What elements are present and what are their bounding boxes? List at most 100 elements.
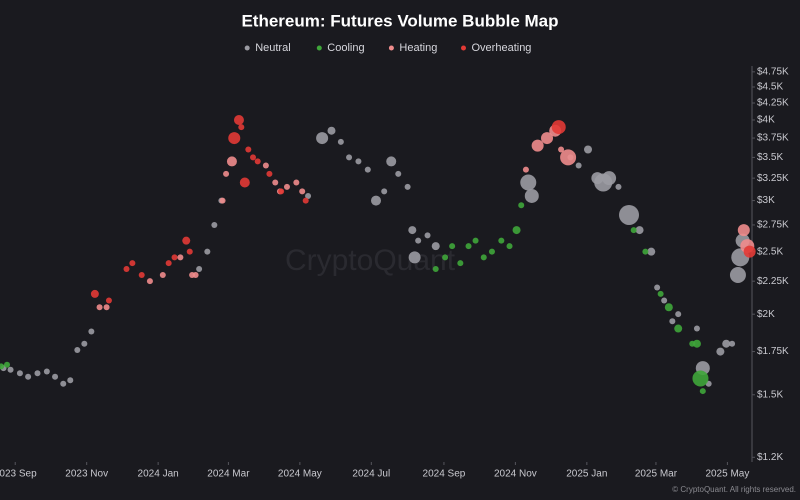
bubble [524,188,539,203]
bubble [238,124,245,131]
bubble [661,297,668,304]
bubble [584,145,593,154]
legend-label: Neutral [255,42,290,54]
bubble [431,242,440,251]
bubble [558,146,565,153]
bubble [7,366,14,373]
bubble [123,265,130,272]
bubble [138,272,145,279]
bubble [386,156,397,167]
bubble [442,254,449,261]
bubble [520,174,537,191]
bubble [432,265,439,272]
bubble [488,248,495,255]
bubble [364,166,371,173]
bubble [219,197,226,204]
watermark: CryptoQuant [285,244,456,277]
legend-label: Overheating [472,42,532,54]
bubble [226,156,237,167]
bubble [449,243,456,250]
bubble [743,245,756,258]
bubble [699,388,706,395]
x-tick-label: 2025 Mar [635,469,678,480]
legend-marker [244,45,250,51]
bubble [103,304,110,311]
bubble [472,237,479,244]
bubble [283,183,290,190]
bubble [669,318,676,325]
bubble [272,179,279,186]
x-tick-label: 2024 Jul [352,469,390,480]
bubble [278,188,285,195]
bubble [186,248,193,255]
bubble [96,304,103,311]
chart-title: Ethereum: Futures Volume Bubble Map [241,11,558,30]
bubble [316,132,329,145]
bubble [675,311,682,318]
bubble [0,363,5,370]
bubble [518,202,525,209]
bubble [465,243,472,250]
x-tick-label: 2024 Jan [138,469,179,480]
bubble [408,251,421,264]
bubble [337,138,344,145]
bubble [25,373,32,380]
bubble [74,346,81,353]
y-tick-label: $2.75K [757,220,789,231]
y-tick-label: $3.75K [757,133,789,144]
y-tick-label: $1.75K [757,346,789,357]
bubble [630,227,637,234]
y-tick-label: $2.5K [757,246,783,257]
bubble [531,139,544,152]
legend-marker [461,45,466,51]
bubble [262,162,269,169]
y-tick-label: $3.5K [757,152,783,163]
bubble [506,243,513,250]
bubble [404,183,411,190]
y-tick-label: $3K [757,195,775,206]
x-tick-label: 2025 Jan [566,469,607,480]
bubble [299,188,306,195]
bubble [480,254,487,261]
bubble [43,368,50,375]
bubble [293,179,300,186]
y-tick-label: $4.75K [757,66,789,77]
bubble [408,226,417,235]
bubble [657,290,664,297]
y-tick-label: $3.25K [757,173,789,184]
bubble [693,325,700,332]
bubble [692,339,701,348]
bubble [171,254,178,261]
bubble [245,146,252,153]
y-tick-label: $4K [757,115,775,126]
x-tick-label: 2024 May [278,469,322,480]
bubble [716,347,725,356]
bubble [615,183,622,190]
bubble [81,340,88,347]
x-tick-label: 2024 Sep [423,469,466,480]
bubble [415,237,422,244]
bubble [266,170,273,177]
x-tick-label: 2023 Nov [65,469,108,480]
bubble [722,339,731,348]
bubble [619,204,640,225]
bubble [196,265,203,272]
y-tick-label: $2.25K [757,276,789,287]
bubble [642,248,649,255]
bubble [560,149,577,166]
footer: © CryptoQuant. All rights reserved. [672,485,796,494]
bubble [664,303,673,312]
x-tick-label: 2024 Mar [207,469,250,480]
bubble [239,177,250,188]
bubble [729,267,746,284]
bubble [182,236,191,245]
bubble [355,158,362,165]
bubble [88,328,95,335]
bubble [105,297,112,304]
bubble [90,289,99,298]
legend-label: Cooling [327,42,364,54]
bubble [551,120,566,135]
bubble [16,370,23,377]
bubble [327,126,336,135]
